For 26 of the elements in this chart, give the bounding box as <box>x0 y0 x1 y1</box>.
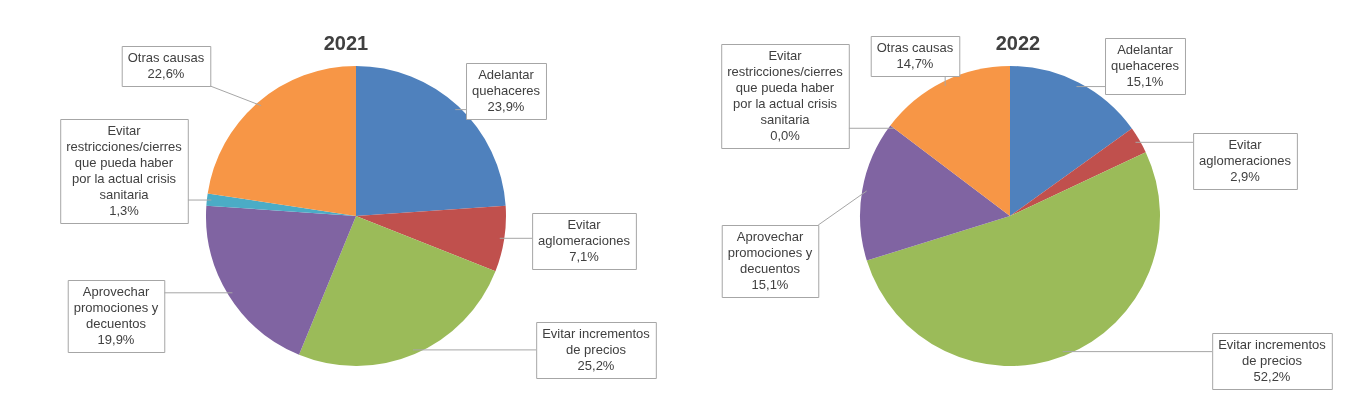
slice-label: Evitar aglomeraciones <box>1199 136 1292 168</box>
slice-label: Otras causas <box>876 39 954 55</box>
slice-label: Evitar aglomeraciones <box>538 216 631 248</box>
data-label: 1,3% <box>109 202 140 218</box>
data-label: 2,9% <box>1230 168 1261 184</box>
data-label: 52,2% <box>1253 368 1291 384</box>
text: 0,0% <box>770 127 800 143</box>
slice-label: Evitar incrementos de precios <box>1218 336 1327 368</box>
data-label: 15,1% <box>1126 73 1164 89</box>
slice-label: Evitar restricciones/cierres que pueda haber por la actual crisis sanitaria <box>66 122 183 202</box>
data-label: 14,7% <box>896 55 934 71</box>
data-label: 19,9% <box>97 331 135 347</box>
chart-title: 2021 <box>323 31 369 54</box>
data-label: 7,1% <box>569 248 600 264</box>
category-label: Evitar restricciones/cierres que pueda haber por la actual crisis sanitaria <box>727 47 843 127</box>
slice-label: Adelantar quehaceres <box>1111 41 1180 73</box>
data-label: 22,6% <box>147 65 185 81</box>
slice-label: Adelantar quehaceres <box>472 66 541 98</box>
data-label: 23,9% <box>487 98 525 114</box>
data-label: 25,2% <box>577 357 615 373</box>
slice-label: Aprovechar promociones y decuentos <box>727 228 813 276</box>
slice-label: Aprovechar promociones y decuentos <box>73 283 159 331</box>
data-label: 15,1% <box>751 276 789 292</box>
chart-title: 2022 <box>995 31 1041 54</box>
slice-label: Evitar incrementos de precios <box>542 325 651 357</box>
slice-label: Otras causas <box>127 49 205 65</box>
